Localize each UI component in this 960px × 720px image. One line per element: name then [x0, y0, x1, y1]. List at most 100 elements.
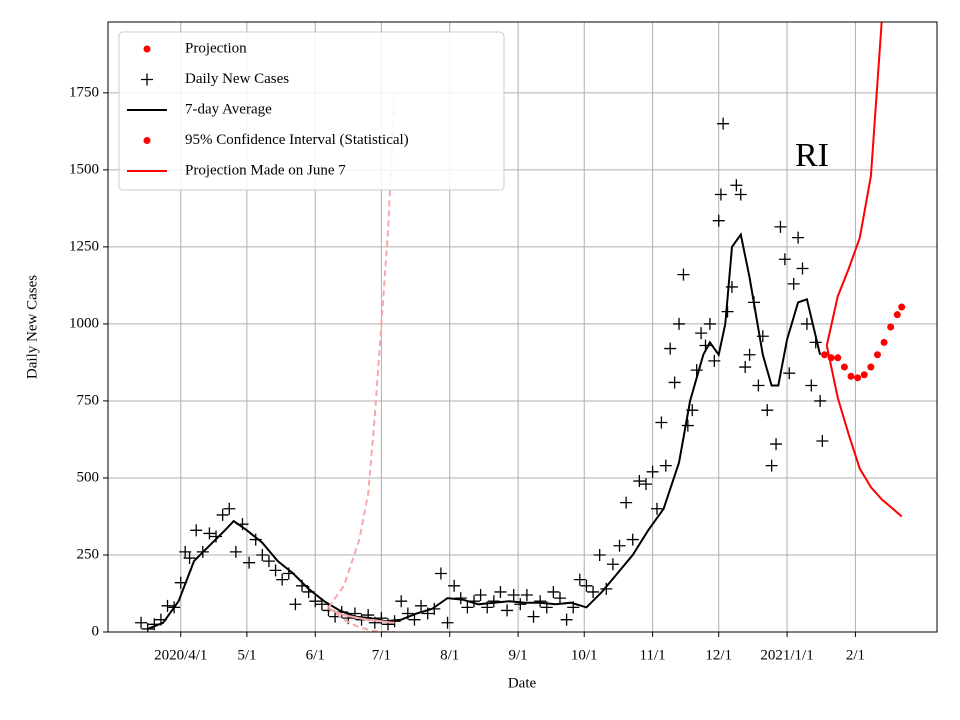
point — [534, 595, 547, 608]
point — [714, 188, 727, 201]
point — [800, 317, 813, 330]
point — [494, 585, 507, 598]
point — [646, 465, 659, 478]
point — [650, 502, 663, 515]
point — [893, 311, 901, 319]
legend-label: Daily New Cases — [185, 71, 289, 87]
point — [821, 351, 829, 359]
point — [677, 268, 690, 281]
point — [717, 117, 730, 130]
legend-label: Projection Made on June 7 — [185, 162, 346, 178]
point — [573, 573, 586, 586]
legend-marker — [141, 73, 153, 86]
x-tick-label: 10/1 — [571, 647, 598, 663]
point — [873, 351, 881, 359]
point — [448, 579, 461, 592]
y-axis-label: Daily New Cases — [24, 275, 40, 379]
point — [243, 556, 256, 569]
point — [708, 354, 721, 367]
point — [673, 317, 686, 330]
band-upper — [327, 92, 396, 608]
point — [309, 595, 322, 608]
point — [229, 545, 242, 558]
point — [415, 599, 428, 612]
x-tick-label: 9/1 — [509, 647, 528, 663]
legend-label: Projection — [185, 40, 247, 56]
point — [814, 394, 827, 407]
point — [507, 589, 520, 602]
point — [269, 564, 282, 577]
point — [743, 348, 756, 361]
point — [668, 376, 681, 389]
point — [161, 599, 174, 612]
point — [774, 220, 787, 233]
point — [765, 459, 778, 472]
x-tick-label: 8/1 — [440, 647, 459, 663]
point — [289, 598, 302, 611]
y-tick-label: 250 — [77, 546, 100, 562]
y-tick-label: 0 — [92, 623, 100, 639]
annotation: RI — [795, 137, 829, 174]
point — [580, 579, 593, 592]
point — [461, 601, 474, 614]
point — [796, 262, 809, 275]
x-axis-label: Date — [508, 675, 537, 691]
legend-label: 95% Confidence Interval (Statistical) — [185, 132, 409, 148]
point — [792, 231, 805, 244]
point — [633, 475, 646, 488]
point — [770, 438, 783, 451]
point — [655, 416, 668, 429]
y-tick-label: 1750 — [69, 84, 99, 100]
point — [600, 582, 613, 595]
y-tick-label: 1250 — [69, 238, 99, 254]
point — [210, 530, 223, 543]
point — [739, 361, 752, 374]
point — [659, 459, 672, 472]
point — [179, 545, 192, 558]
x-tick-label: 2021/1/1 — [760, 647, 813, 663]
point — [840, 363, 848, 371]
axes-frame — [107, 21, 938, 633]
point — [135, 616, 148, 629]
point — [560, 613, 573, 626]
point — [223, 502, 236, 515]
point — [514, 598, 527, 611]
legend-label: 7-day Average — [185, 101, 272, 117]
projection-line — [328, 607, 395, 624]
point — [501, 604, 514, 617]
x-tick-label: 5/1 — [237, 647, 256, 663]
point — [805, 379, 818, 392]
point — [816, 434, 829, 447]
point — [898, 303, 906, 311]
point — [606, 558, 619, 571]
point — [712, 214, 725, 227]
y-tick-label: 1500 — [69, 161, 99, 177]
point — [734, 188, 747, 201]
point — [620, 496, 633, 509]
point — [553, 592, 566, 605]
point — [703, 317, 716, 330]
point — [613, 539, 626, 552]
point — [256, 548, 269, 561]
point — [847, 372, 855, 380]
point — [141, 622, 154, 632]
x-tick-label: 2020/4/1 — [154, 647, 207, 663]
point — [408, 613, 421, 626]
point — [626, 533, 639, 546]
point — [783, 367, 796, 380]
point — [752, 379, 765, 392]
point — [395, 595, 408, 608]
x-tick-label: 7/1 — [372, 647, 391, 663]
line — [147, 232, 822, 630]
point — [730, 179, 743, 192]
y-tick-label: 500 — [77, 469, 100, 485]
legend-marker — [143, 45, 151, 53]
point — [787, 277, 800, 290]
point — [690, 364, 703, 377]
x-tick-label: 12/1 — [705, 647, 732, 663]
x-tick-label: 11/1 — [640, 647, 666, 663]
y-tick-label: 1000 — [69, 315, 99, 331]
y-tick-label: 750 — [77, 392, 100, 408]
point — [639, 478, 652, 491]
